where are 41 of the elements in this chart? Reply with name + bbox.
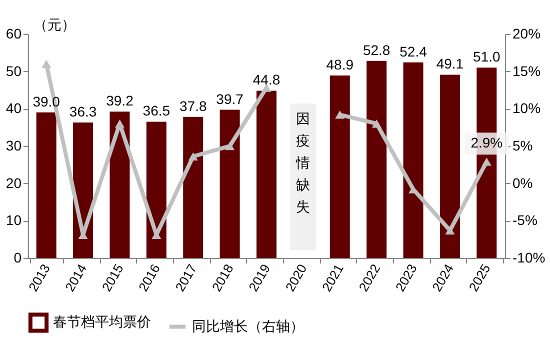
data-label: 39.0	[32, 93, 60, 110]
data-label: 48.9	[326, 56, 354, 72]
data-label: 49.1	[436, 56, 464, 72]
legend-label: 春节档平均票价	[53, 314, 151, 330]
data-label: 52.8	[362, 42, 390, 58]
data-label: 52.4	[400, 43, 428, 60]
band-label: 因疫情缺失	[295, 110, 310, 214]
y2-tick-label: 20%	[512, 26, 541, 42]
data-label: 39.7	[216, 90, 244, 107]
y2-tick-label: 5%	[512, 138, 533, 154]
bar	[256, 90, 276, 258]
point	[225, 142, 235, 150]
bar	[36, 112, 56, 258]
legend-label: 同比增长（右轴）	[192, 318, 304, 334]
data-label: 2.9%	[470, 134, 503, 151]
data-label: 44.8	[252, 72, 280, 88]
y-tick-label: 30	[6, 138, 22, 154]
bar	[110, 112, 130, 258]
y2-tick-label: 0%	[512, 174, 533, 191]
y-tick-label: 50	[6, 62, 22, 79]
data-label: 51.0	[473, 48, 500, 65]
y-tick-label: 0	[14, 250, 22, 266]
data-label: 36.5	[142, 102, 170, 119]
point	[188, 152, 198, 161]
data-label: 36.3	[69, 103, 97, 120]
y2-tick-label: -5%	[512, 212, 538, 228]
y-tick-label: 60	[6, 26, 22, 42]
point	[42, 60, 52, 68]
bar	[220, 110, 240, 258]
y-axis-title: （元）	[34, 16, 76, 32]
y-tick-label: 20	[6, 174, 22, 191]
data-label: 37.8	[179, 98, 207, 114]
y2-tick-label: 15%	[512, 62, 541, 79]
y2-tick-label: 10%	[512, 100, 541, 116]
point	[114, 119, 124, 128]
bar	[183, 116, 204, 258]
bar	[146, 122, 166, 258]
y-tick-label: 10	[6, 212, 22, 228]
y2-tick-label: -10%	[512, 250, 546, 266]
data-label: 39.2	[106, 92, 134, 109]
y-tick-label: 40	[6, 100, 22, 116]
